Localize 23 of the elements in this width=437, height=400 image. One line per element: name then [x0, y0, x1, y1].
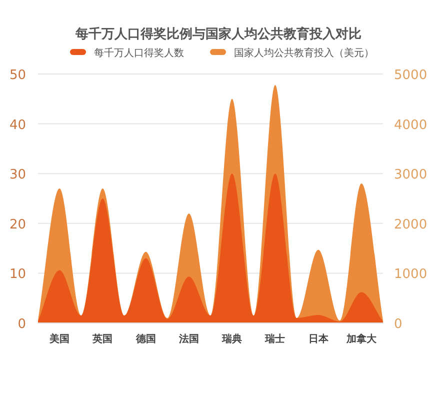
legend-label: 国家人均公共教育投入（美元） — [234, 47, 374, 59]
x-tick-label: 英国 — [92, 333, 113, 345]
x-tick-label: 德国 — [134, 333, 156, 345]
y2-tick-label: 5000 — [394, 68, 428, 83]
x-tick-label: 日本 — [308, 333, 330, 345]
chart-title: 每千万人口得奖比例与国家人均公共教育投入对比 — [74, 26, 362, 42]
y-tick-label: 20 — [9, 217, 26, 232]
y-tick-label: 50 — [9, 68, 26, 83]
y-tick-label: 0 — [18, 317, 26, 332]
legend-label: 每千万人口得奖人数 — [94, 47, 184, 59]
y2-tick-label: 3000 — [394, 168, 428, 183]
x-tick-label: 瑞典 — [221, 333, 242, 345]
y2-tick-label: 1000 — [394, 267, 428, 282]
y-tick-label: 10 — [9, 267, 26, 282]
x-tick-label: 法国 — [178, 333, 199, 345]
y2-tick-label: 0 — [394, 317, 402, 332]
x-tick-label: 瑞士 — [264, 333, 286, 345]
x-tick-label: 美国 — [48, 333, 70, 345]
x-tick-label: 加拿大 — [345, 333, 378, 345]
y-tick-label: 30 — [9, 168, 26, 183]
y2-tick-label: 2000 — [394, 217, 428, 232]
y-tick-label: 40 — [9, 118, 26, 133]
y2-tick-label: 4000 — [394, 118, 428, 133]
